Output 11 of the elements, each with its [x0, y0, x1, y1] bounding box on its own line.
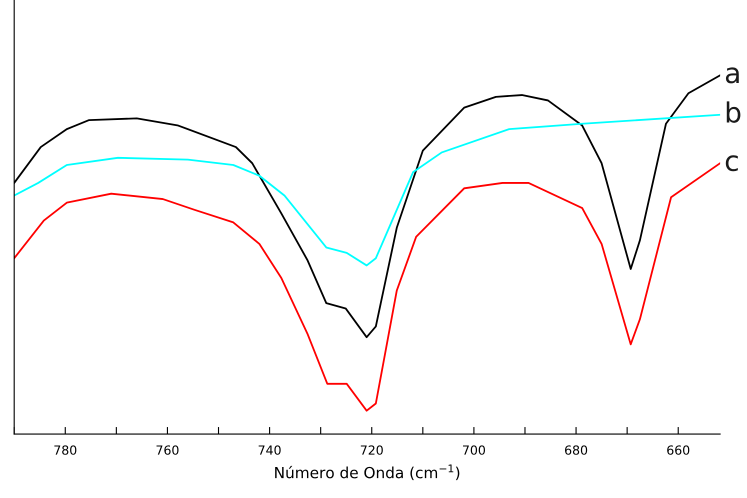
series-label: a	[726, 67, 739, 84]
x-tick-label: 660	[667, 445, 690, 455]
x-tick-label: 720	[360, 445, 383, 455]
x-tick-label: 780	[54, 445, 76, 455]
x-tick-label: 700	[463, 445, 486, 455]
series-label: c	[726, 155, 738, 172]
series-label: b	[726, 101, 740, 123]
x-tick-label: 760	[156, 445, 179, 455]
x-tick-label: 740	[258, 445, 281, 455]
x-tick-label: 680	[565, 445, 588, 455]
x-axis-title: Número de Onda (cm$^{−1}$)	[275, 464, 460, 480]
